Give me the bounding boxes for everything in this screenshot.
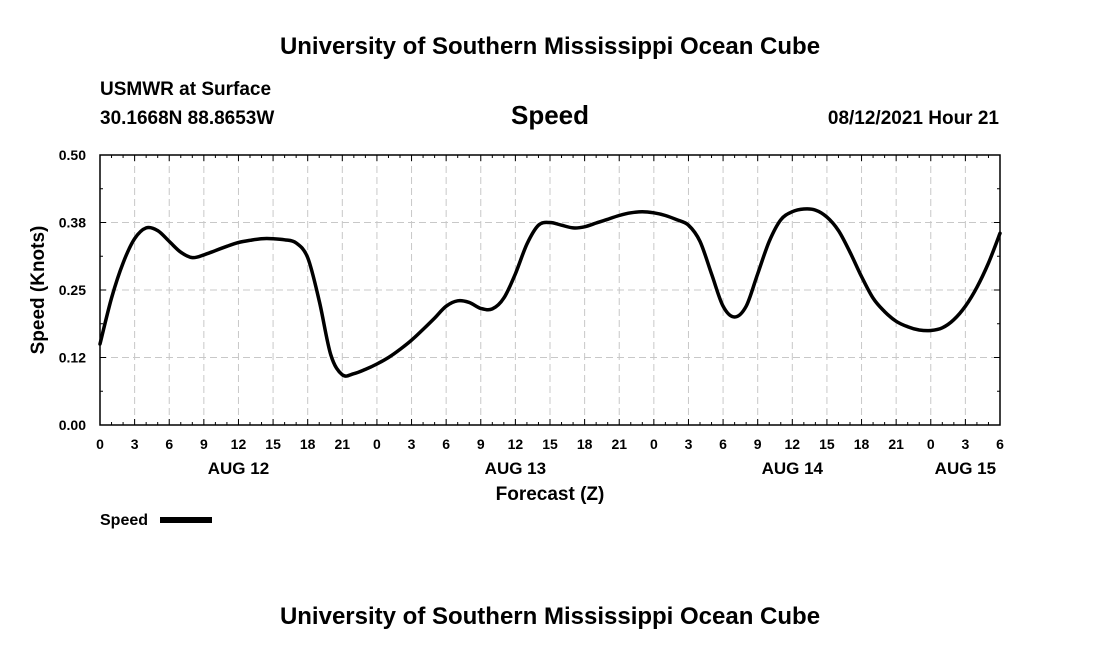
footer-title: University of Southern Mississippi Ocean…: [280, 603, 820, 630]
x-tick-label: 6: [719, 436, 727, 452]
x-tick-label: 21: [888, 436, 904, 452]
x-tick-label: 0: [650, 436, 658, 452]
y-tick-label: 0.25: [59, 282, 86, 298]
x-tick-label: 12: [231, 436, 247, 452]
day-label: AUG 12: [208, 459, 269, 478]
x-tick-label: 9: [477, 436, 485, 452]
x-tick-label: 15: [542, 436, 558, 452]
x-tick-label: 6: [165, 436, 173, 452]
x-tick-label: 12: [508, 436, 524, 452]
day-label: AUG 15: [935, 459, 996, 478]
x-tick-label: 6: [996, 436, 1004, 452]
x-tick-label: 3: [131, 436, 139, 452]
legend-label: Speed: [100, 512, 148, 529]
day-label: AUG 14: [762, 459, 824, 478]
y-tick-label: 0.00: [59, 417, 86, 433]
y-tick-label: 0.50: [59, 147, 86, 163]
page-title: University of Southern Mississippi Ocean…: [280, 33, 820, 60]
grid: [100, 155, 1000, 425]
x-tick-label: 18: [300, 436, 316, 452]
x-axis-title: Forecast (Z): [496, 484, 605, 505]
x-tick-label: 15: [819, 436, 835, 452]
x-tick-label: 18: [577, 436, 593, 452]
x-tick-label: 12: [785, 436, 801, 452]
x-tick-label: 3: [685, 436, 693, 452]
speed-series-line: [98, 207, 1002, 378]
x-tick-label: 21: [335, 436, 351, 452]
x-tick-label: 3: [408, 436, 416, 452]
x-tick-label: 0: [373, 436, 381, 452]
x-tick-label: 15: [265, 436, 281, 452]
x-tick-label: 6: [442, 436, 450, 452]
forecast-timestamp: 08/12/2021 Hour 21: [828, 108, 1000, 129]
panel-title: Speed: [511, 100, 589, 130]
x-tick-label: 3: [961, 436, 969, 452]
plot-frame: [99, 154, 1001, 426]
day-label: AUG 13: [485, 459, 546, 478]
x-tick-label: 0: [96, 436, 104, 452]
y-tick-label: 0.38: [59, 215, 86, 231]
y-tick-label: 0.12: [59, 350, 86, 366]
x-tick-label: 9: [200, 436, 208, 452]
y-axis-title: Speed (Knots): [28, 226, 49, 355]
x-tick-label: 21: [611, 436, 627, 452]
x-tick-label: 0: [927, 436, 935, 452]
station-name: USMWR at Surface: [100, 79, 271, 100]
station-coords: 30.1668N 88.8653W: [100, 108, 274, 129]
axis-labels: 0 3 6 9 12 15 18 21 0 3 6 9 12 15 18 21 0 3 6 9 12 15 18 21 0 3 6 0…: [59, 147, 1004, 478]
x-tick-label: 18: [854, 436, 870, 452]
x-tick-label: 9: [754, 436, 762, 452]
